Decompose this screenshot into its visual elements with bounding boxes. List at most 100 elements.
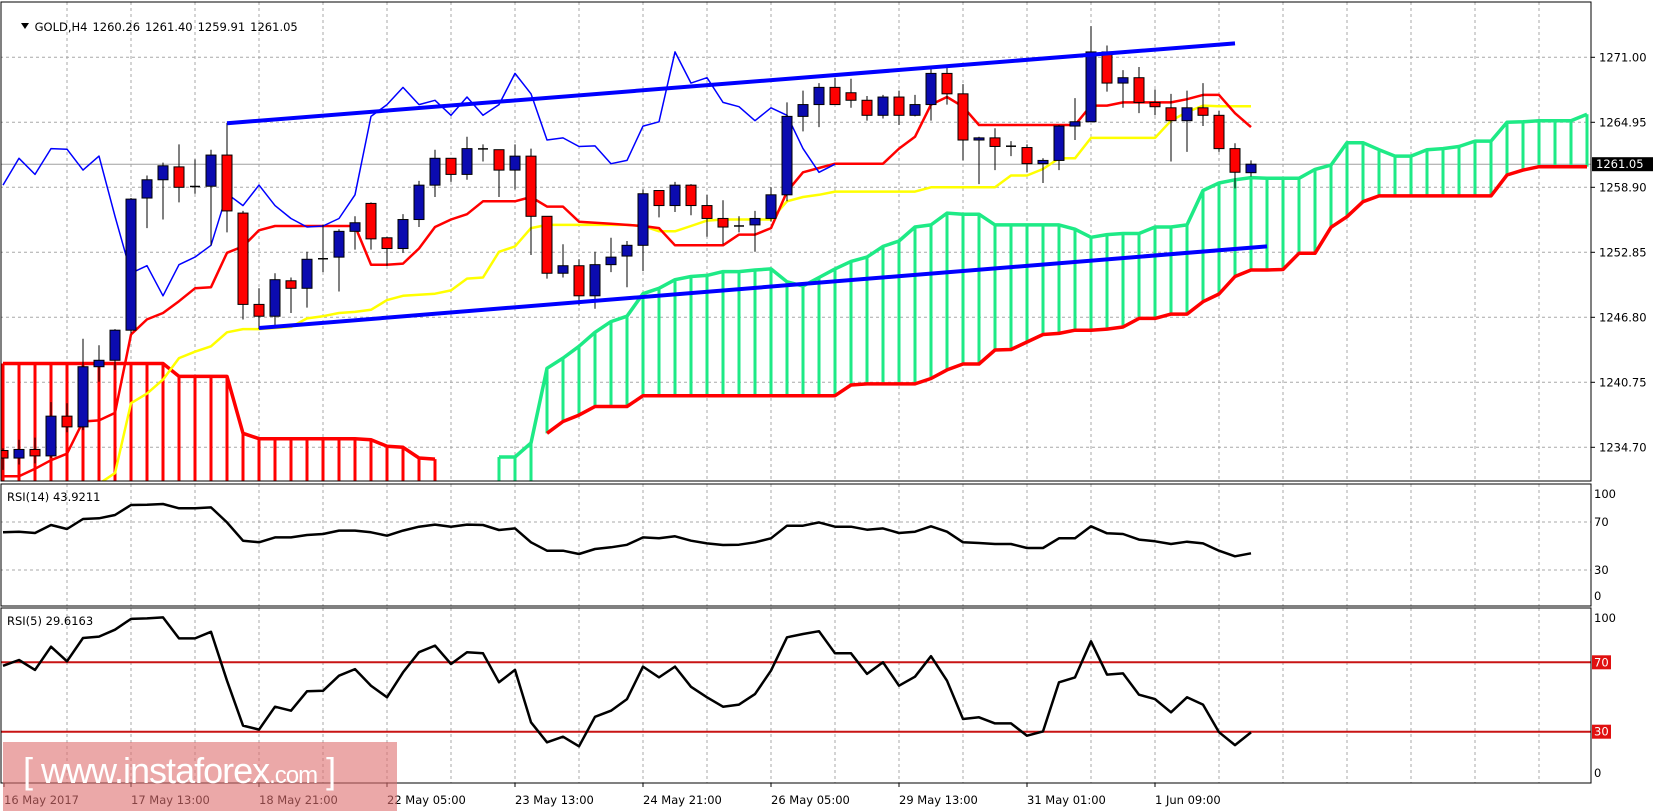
candle-body bbox=[685, 184, 697, 207]
candle bbox=[93, 345, 105, 382]
candle bbox=[221, 122, 233, 233]
candle bbox=[1149, 89, 1161, 116]
candle bbox=[541, 215, 553, 279]
current-price-badge bbox=[1592, 157, 1653, 172]
candle-body bbox=[1037, 159, 1049, 165]
candle-body bbox=[221, 154, 233, 212]
candle bbox=[765, 187, 777, 222]
time-axis-label: 29 May 13:00 bbox=[899, 793, 978, 807]
candle bbox=[109, 329, 121, 370]
candle-body bbox=[461, 148, 473, 175]
rsi5-level-badge bbox=[1592, 724, 1611, 739]
rsi5-level-label: 30 bbox=[1594, 725, 1609, 739]
candle bbox=[973, 136, 985, 185]
candle bbox=[525, 148, 537, 255]
candle-body bbox=[941, 72, 953, 95]
watermark-tld: .com bbox=[269, 762, 318, 789]
rsi5-axis-label: 100 bbox=[1594, 611, 1616, 625]
candle bbox=[797, 90, 809, 132]
rsi5-level-badge bbox=[1592, 655, 1611, 670]
candle bbox=[1197, 83, 1209, 127]
candle-body bbox=[157, 165, 169, 181]
rsi14-axis-label: 0 bbox=[1594, 589, 1601, 603]
collapse-triangle-icon[interactable] bbox=[20, 23, 29, 29]
candle bbox=[381, 236, 393, 266]
candle bbox=[813, 83, 825, 128]
candle-body bbox=[637, 193, 649, 246]
candle-body bbox=[525, 155, 537, 217]
candle bbox=[157, 162, 169, 220]
candle-body bbox=[1133, 77, 1145, 103]
candle-body bbox=[141, 179, 153, 199]
candle bbox=[429, 149, 441, 197]
candle bbox=[989, 128, 1001, 171]
candle bbox=[13, 439, 25, 465]
candle bbox=[301, 251, 313, 308]
candle-body bbox=[1165, 107, 1177, 122]
candle-body bbox=[861, 99, 873, 116]
candle-body bbox=[365, 202, 377, 240]
rsi14-label: RSI(14) 43.9211 bbox=[7, 490, 101, 504]
candle-body bbox=[893, 96, 905, 116]
high-value: 1261.40 bbox=[145, 20, 193, 34]
candle bbox=[141, 175, 153, 229]
candle-body bbox=[1053, 125, 1065, 161]
candle-body bbox=[301, 258, 313, 289]
panel-border bbox=[0, 483, 1592, 607]
candle-body bbox=[797, 104, 809, 117]
candle-body bbox=[717, 217, 729, 228]
candle bbox=[413, 180, 425, 228]
candle bbox=[1133, 66, 1145, 114]
candle bbox=[285, 277, 297, 313]
price-axis-label: 1264.95 bbox=[1599, 115, 1647, 129]
candle bbox=[557, 244, 569, 278]
candle bbox=[1229, 143, 1241, 189]
candle-body bbox=[749, 217, 761, 226]
candle-body bbox=[621, 244, 633, 257]
rsi5-axis-label: 0 bbox=[1594, 766, 1601, 780]
rsi5-line bbox=[2, 616, 1252, 748]
candle bbox=[829, 77, 841, 106]
candle-body bbox=[93, 359, 105, 368]
candle bbox=[653, 190, 665, 218]
candle bbox=[1069, 98, 1081, 141]
watermark-site: www.instaforex bbox=[41, 750, 270, 791]
candle-body bbox=[1069, 121, 1081, 127]
candle bbox=[1181, 90, 1193, 152]
time-axis-label: 1 Jun 09:00 bbox=[1155, 793, 1221, 807]
candle bbox=[29, 437, 41, 464]
candle-body bbox=[29, 448, 41, 457]
senkou-span-b-line bbox=[3, 361, 436, 461]
rsi14-line bbox=[2, 502, 1252, 558]
candle bbox=[605, 237, 617, 273]
rsi14-axis-label: 30 bbox=[1594, 563, 1609, 577]
candle bbox=[1053, 124, 1065, 171]
candle bbox=[573, 259, 585, 306]
candle bbox=[318, 224, 328, 273]
candle bbox=[333, 229, 345, 292]
candle bbox=[1245, 160, 1257, 177]
candle-body bbox=[205, 154, 217, 187]
time-axis-label: 23 May 13:00 bbox=[515, 793, 594, 807]
candle-body bbox=[1229, 148, 1241, 173]
panel-border bbox=[0, 607, 1592, 784]
low-value: 1259.91 bbox=[197, 20, 246, 34]
candle-body bbox=[1197, 107, 1209, 116]
candle-body bbox=[1, 450, 9, 459]
watermark-bracket: ] bbox=[326, 750, 336, 791]
candle-body bbox=[557, 265, 569, 274]
candle-body bbox=[845, 92, 857, 101]
candle-body bbox=[1085, 51, 1097, 123]
candle-body bbox=[541, 215, 553, 274]
candle bbox=[957, 84, 969, 161]
candle bbox=[125, 198, 137, 334]
candle-body bbox=[253, 303, 265, 317]
candle bbox=[685, 184, 697, 216]
candle-body bbox=[973, 137, 985, 141]
panel-border bbox=[0, 1, 1592, 482]
candle-body bbox=[285, 280, 297, 289]
rsi5-level-label: 70 bbox=[1594, 655, 1609, 669]
candle-body bbox=[429, 157, 441, 186]
